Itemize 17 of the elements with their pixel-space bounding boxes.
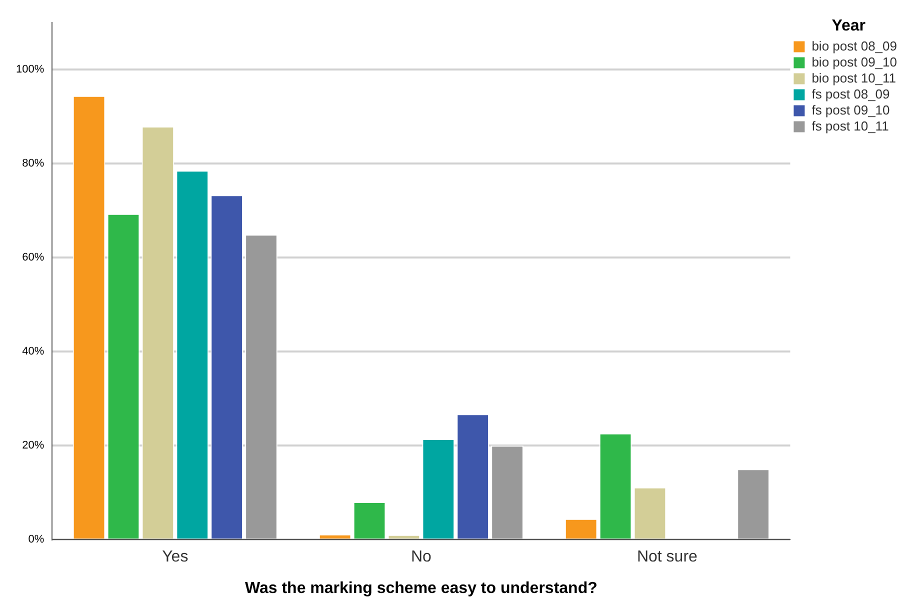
y-tick-label: 40%: [22, 346, 44, 358]
y-tick-label: 60%: [22, 252, 44, 264]
x-tick-label: Not sure: [636, 548, 698, 566]
y-tick-label: 100%: [16, 64, 44, 76]
legend-label: fs post 10_11: [812, 118, 889, 134]
legend-label: fs post 09_10: [812, 102, 890, 118]
y-tick-label: 20%: [22, 440, 44, 452]
legend-title: Year: [832, 17, 866, 34]
x-tick-label: No: [410, 548, 432, 566]
legend-label: fs post 08_09: [812, 86, 890, 102]
y-tick-label: 0%: [28, 534, 44, 546]
y-tick-label: 80%: [22, 158, 44, 170]
legend-label: bio post 09_10: [812, 54, 898, 70]
x-axis-title: Was the marking scheme easy to understand?: [244, 580, 598, 597]
x-tick-label: Yes: [162, 548, 188, 566]
legend-label: bio post 08_09: [812, 38, 898, 54]
legend-label: bio post 10_11: [812, 70, 896, 86]
